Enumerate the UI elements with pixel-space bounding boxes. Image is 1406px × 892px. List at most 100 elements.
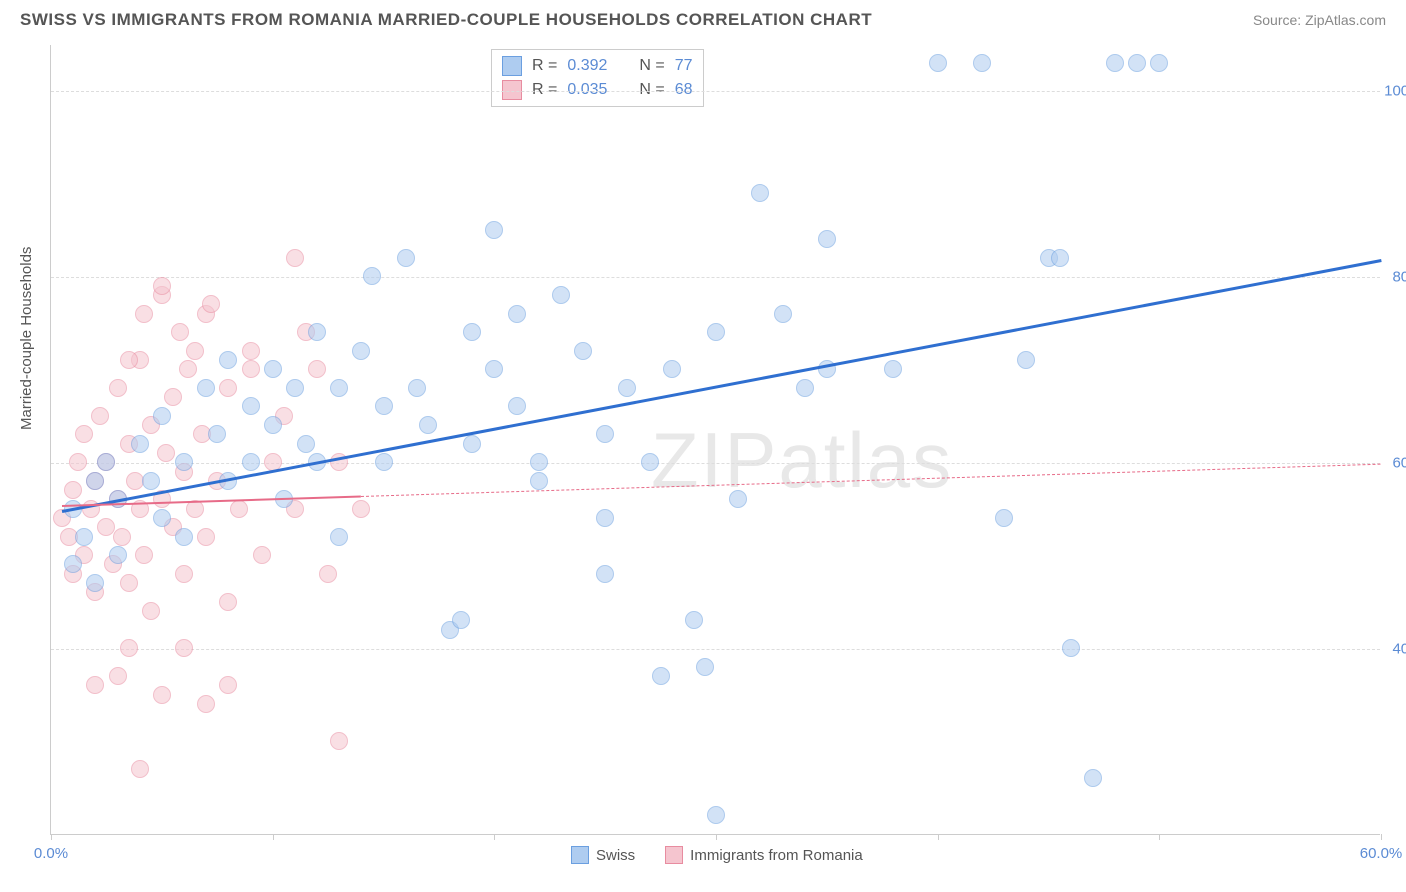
data-point [242,360,260,378]
data-point [729,490,747,508]
legend-item: Swiss [571,846,635,864]
legend-label: Swiss [596,847,635,864]
data-point [64,555,82,573]
data-point [508,397,526,415]
data-point [1051,249,1069,267]
watermark: ZIPatlas [651,415,953,506]
data-point [197,695,215,713]
n-label: N = [639,57,664,75]
data-point [142,472,160,490]
data-point [109,379,127,397]
data-point [352,342,370,360]
data-point [164,388,182,406]
data-point [86,676,104,694]
legend-swatch [502,56,522,76]
series-legend: Swiss Immigrants from Romania [571,846,863,864]
x-tick [494,834,495,840]
data-point [219,593,237,611]
y-tick-label: 100.0% [1384,83,1406,100]
data-point [197,379,215,397]
data-point [153,277,171,295]
gridline [51,277,1380,278]
data-point [818,230,836,248]
data-point [308,360,326,378]
data-point [552,286,570,304]
y-tick-label: 40.0% [1392,641,1406,658]
data-point [397,249,415,267]
r-legend-row: R =0.035N =68 [502,78,693,102]
data-point [109,546,127,564]
y-tick-label: 80.0% [1392,269,1406,286]
legend-swatch [665,846,683,864]
data-point [175,639,193,657]
scatter-chart: ZIPatlas R =0.392N =77R =0.035N =68 Swis… [50,45,1380,835]
r-value: 0.035 [567,81,607,99]
data-point [574,342,592,360]
x-tick [273,834,274,840]
data-point [64,481,82,499]
data-point [69,453,87,471]
data-point [530,453,548,471]
data-point [652,667,670,685]
legend-swatch [502,80,522,100]
data-point [1128,54,1146,72]
data-point [707,323,725,341]
data-point [1106,54,1124,72]
data-point [131,760,149,778]
data-point [242,397,260,415]
chart-title: SWISS VS IMMIGRANTS FROM ROMANIA MARRIED… [20,10,872,30]
data-point [135,546,153,564]
y-axis-label: Married-couple Households [18,247,35,430]
r-label: R = [532,81,557,99]
data-point [157,444,175,462]
data-point [463,323,481,341]
data-point [175,565,193,583]
data-point [375,397,393,415]
data-point [208,425,226,443]
x-tick [716,834,717,840]
data-point [219,379,237,397]
data-point [175,528,193,546]
legend-item: Immigrants from Romania [665,846,863,864]
data-point [663,360,681,378]
r-legend-row: R =0.392N =77 [502,54,693,78]
data-point [153,686,171,704]
trend-line-dashed [361,463,1381,496]
data-point [330,732,348,750]
data-point [242,453,260,471]
data-point [86,472,104,490]
n-value: 77 [675,57,693,75]
data-point [330,528,348,546]
data-point [153,509,171,527]
data-point [319,565,337,583]
data-point [135,305,153,323]
data-point [530,472,548,490]
trend-line [62,259,1381,512]
data-point [120,639,138,657]
data-point [485,360,503,378]
data-point [408,379,426,397]
legend-swatch [571,846,589,864]
data-point [751,184,769,202]
data-point [1084,769,1102,787]
data-point [696,658,714,676]
data-point [884,360,902,378]
n-label: N = [639,81,664,99]
data-point [308,323,326,341]
data-point [142,602,160,620]
data-point [352,500,370,518]
data-point [774,305,792,323]
data-point [685,611,703,629]
data-point [219,351,237,369]
data-point [286,249,304,267]
data-point [186,342,204,360]
data-point [419,416,437,434]
x-tick [1159,834,1160,840]
data-point [75,425,93,443]
data-point [113,528,131,546]
data-point [363,267,381,285]
data-point [131,435,149,453]
x-tick [938,834,939,840]
source-attribution: Source: ZipAtlas.com [1253,12,1386,28]
data-point [596,565,614,583]
